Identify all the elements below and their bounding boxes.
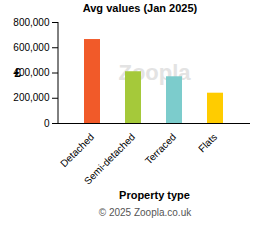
svg-text:600,000: 600,000 [13,42,50,53]
svg-text:Zoopla: Zoopla [118,60,191,85]
svg-text:0: 0 [44,118,50,129]
svg-text:Detached: Detached [58,131,96,169]
svg-text:Terraced: Terraced [143,131,178,166]
html-text:© 2025 Zoopla.co.uk: © 2025 Zoopla.co.uk [98,207,192,218]
svg-text:400,000: 400,000 [13,67,50,79]
html-text:Avg values (Jan 2025): Avg values (Jan 2025) [82,2,198,14]
svg-text:Semi-detached: Semi-detached [82,131,137,186]
svg-text:800,000: 800,000 [13,17,50,28]
svg-text:Property type: Property type [119,189,190,201]
svg-text:£: £ [15,66,22,80]
svg-text:Flats: Flats [196,131,219,154]
svg-text:200,000: 200,000 [13,92,50,103]
